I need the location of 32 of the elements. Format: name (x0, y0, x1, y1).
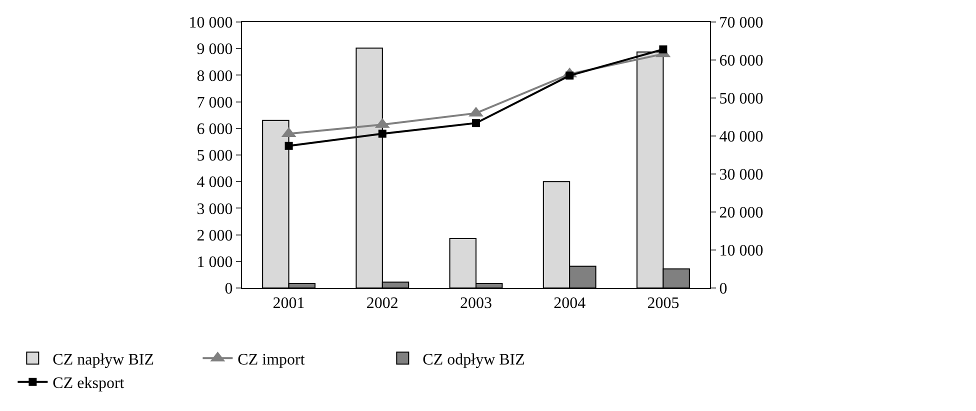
legend-label: CZ import (238, 351, 306, 368)
point (284, 142, 293, 150)
point (472, 119, 480, 128)
y-tick-label: 3 000 (196, 200, 233, 218)
y2-tick-label: 10 000 (719, 242, 764, 260)
y-tick-label: 2 000 (196, 227, 233, 244)
x-tick-label: 2002 (366, 295, 398, 312)
x-tick-label: 2001 (272, 295, 305, 312)
y-tick-label: 9 000 (196, 41, 233, 58)
x-tick-label: 2004 (554, 295, 586, 312)
y-tick-label: 4 000 (196, 174, 233, 192)
y2-tick-label: 50 000 (719, 90, 764, 108)
y-tick-label: 7 000 (196, 94, 233, 112)
y-tick-label: 0 (224, 280, 233, 298)
y-tick-label: 6 000 (196, 121, 233, 138)
legend-label: CZ napływ BIZ (52, 351, 154, 368)
y2-tick-label: 20 000 (719, 204, 764, 222)
y2-tick-label: 70 000 (719, 14, 764, 32)
y-tick-label: 8 000 (196, 68, 233, 85)
y2-tick-label: 30 000 (719, 166, 764, 184)
y2-tick-label: 0 (719, 280, 728, 298)
y-tick-label: 5 000 (196, 148, 233, 165)
x-tick-label: 2003 (460, 295, 492, 312)
y2-tick-label: 60 000 (719, 52, 764, 70)
y-tick-label: 1 000 (196, 254, 233, 271)
y-tick-label: 10 000 (188, 14, 233, 32)
x-tick-label: 2005 (647, 295, 680, 312)
point (378, 130, 386, 138)
legend-label: CZ eksport (52, 375, 125, 392)
point (659, 45, 668, 54)
y2-tick-label: 40 000 (719, 128, 764, 146)
legend-label: CZ odpływ BIZ (422, 351, 525, 368)
